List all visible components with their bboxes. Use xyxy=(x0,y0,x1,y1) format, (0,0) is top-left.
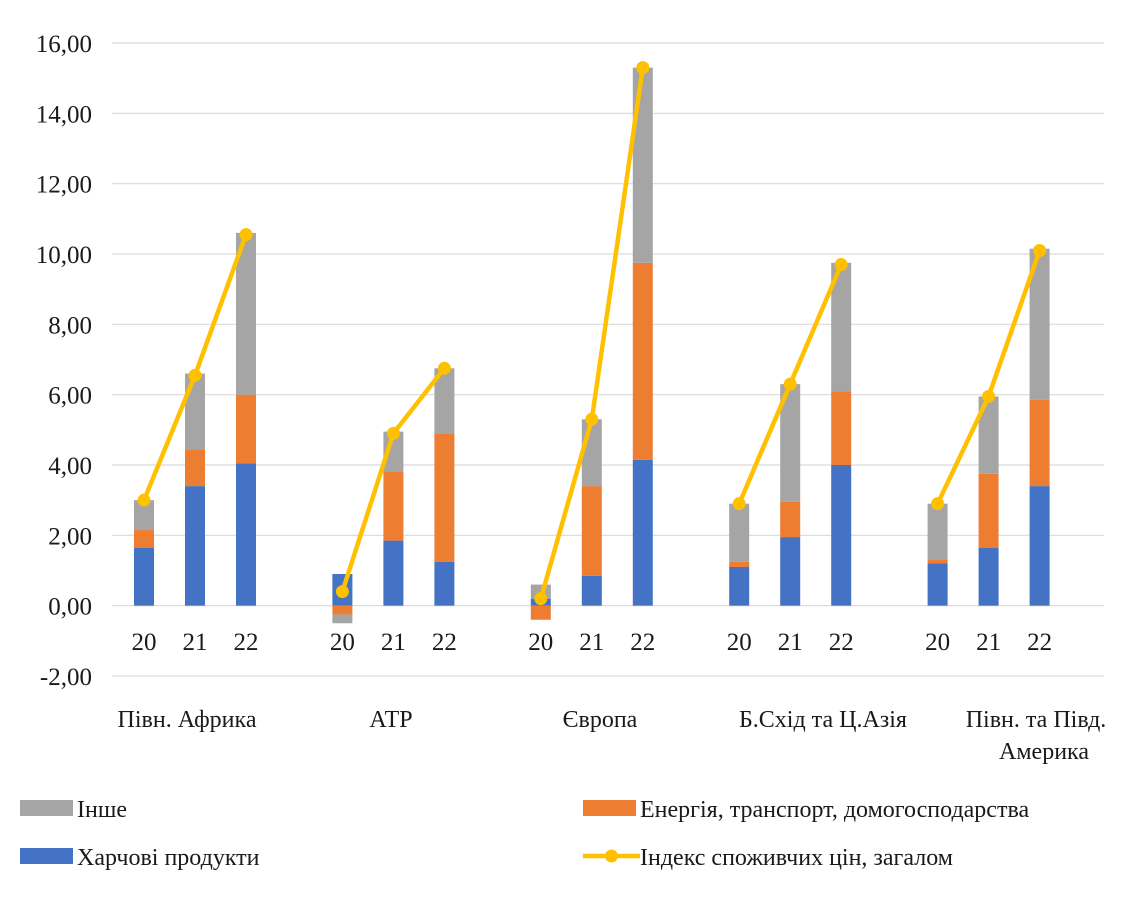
y-tick-label: 8,00 xyxy=(48,312,92,339)
line-point xyxy=(188,368,202,382)
sub-category-label: 20 xyxy=(925,629,950,656)
sub-category-label: 22 xyxy=(829,629,854,656)
bar-segment xyxy=(236,232,256,395)
legend-marker xyxy=(605,849,618,863)
bar-segment xyxy=(581,486,602,576)
bar-segment xyxy=(332,614,353,624)
bar-segment xyxy=(927,559,948,564)
line-point xyxy=(335,585,349,599)
bar-segment xyxy=(831,465,852,606)
sub-category-label: 22 xyxy=(1027,629,1052,656)
bar-segment xyxy=(927,503,948,560)
sub-category-label: 21 xyxy=(778,629,803,656)
bar-segment xyxy=(434,433,455,562)
line-point xyxy=(931,497,945,511)
sub-category-label: 20 xyxy=(528,629,553,656)
bar-segment xyxy=(780,537,801,606)
line-point xyxy=(239,228,253,242)
bar-segment xyxy=(236,463,256,606)
line-point xyxy=(534,592,548,606)
legend-swatch xyxy=(583,800,636,816)
line-point xyxy=(437,361,451,375)
bar-segment xyxy=(978,473,999,548)
line-point xyxy=(834,258,848,272)
sub-category-label: 21 xyxy=(579,629,604,656)
bar-segment xyxy=(383,540,404,606)
sub-category-label: 21 xyxy=(976,629,1001,656)
bar-segment xyxy=(134,530,154,548)
bar-segment xyxy=(831,391,852,465)
line-point xyxy=(982,389,996,403)
y-tick-label: -2,00 xyxy=(40,664,92,691)
y-tick-label: 0,00 xyxy=(48,594,92,621)
line-point xyxy=(636,61,650,75)
group-label: АТР xyxy=(369,707,412,733)
line-point xyxy=(585,412,599,426)
bar-segment xyxy=(383,472,404,541)
bar-segment xyxy=(729,561,750,567)
bar-segment xyxy=(185,449,205,487)
group-label: Європа xyxy=(563,707,638,733)
line-point xyxy=(386,426,400,440)
legend-swatch xyxy=(20,848,73,864)
bar-segment xyxy=(581,575,602,606)
bar-segment xyxy=(134,500,154,531)
bar-segment xyxy=(581,419,602,487)
sub-category-label: 22 xyxy=(234,629,259,656)
sub-category-label: 20 xyxy=(330,629,355,656)
bar-segment xyxy=(185,486,205,606)
group-label: Б.Схід та Ц.Азія xyxy=(739,707,907,733)
bar-segment xyxy=(434,368,455,434)
bar-segment xyxy=(831,262,852,392)
y-tick-label: 2,00 xyxy=(48,523,92,550)
line-point xyxy=(732,497,746,511)
bar-segment xyxy=(1029,486,1050,606)
y-tick-label: 16,00 xyxy=(36,31,92,58)
y-tick-label: 10,00 xyxy=(36,242,92,269)
bar-segment xyxy=(780,384,801,502)
line-point xyxy=(1033,243,1047,257)
bar-segment xyxy=(632,459,653,606)
bar-segment xyxy=(729,566,750,606)
y-tick-label: 12,00 xyxy=(36,172,92,199)
legend-label: Енергія, транспорт, домогосподарства xyxy=(640,797,1029,823)
bar-segment xyxy=(927,563,948,606)
y-tick-label: 14,00 xyxy=(36,101,92,128)
bar-segment xyxy=(134,547,154,606)
bar-segment xyxy=(236,394,256,464)
bar-segment xyxy=(978,547,999,606)
bar-segment xyxy=(632,67,653,263)
sub-category-label: 22 xyxy=(630,629,655,656)
sub-category-label: 20 xyxy=(132,629,157,656)
bar-segment xyxy=(1029,399,1050,487)
bar-segment xyxy=(530,605,551,620)
sub-category-label: 21 xyxy=(183,629,208,656)
legend-label: Інше xyxy=(77,797,127,823)
legend-label: Індекс споживчих цін, загалом xyxy=(640,845,953,871)
y-tick-label: 6,00 xyxy=(48,383,92,410)
legend-swatch xyxy=(20,800,73,816)
bar-segment xyxy=(632,262,653,460)
bar-segment xyxy=(332,605,353,615)
bar-segment xyxy=(185,373,205,450)
y-tick-label: 4,00 xyxy=(48,453,92,480)
sub-category-label: 20 xyxy=(727,629,752,656)
bar-segment xyxy=(978,396,999,474)
bar-segment xyxy=(729,503,750,562)
bar-segment xyxy=(780,501,801,538)
group-label: Півн. та Півд. xyxy=(966,707,1107,733)
sub-category-label: 21 xyxy=(381,629,406,656)
line-point xyxy=(783,377,797,391)
group-label: Півн. Африка xyxy=(118,707,257,733)
bar-segment xyxy=(1029,248,1050,400)
sub-category-label: 22 xyxy=(432,629,457,656)
group-label-line-2: Америка xyxy=(999,739,1089,765)
legend-label: Харчові продукти xyxy=(77,845,260,871)
bar-segment xyxy=(434,561,455,606)
line-point xyxy=(137,493,151,507)
